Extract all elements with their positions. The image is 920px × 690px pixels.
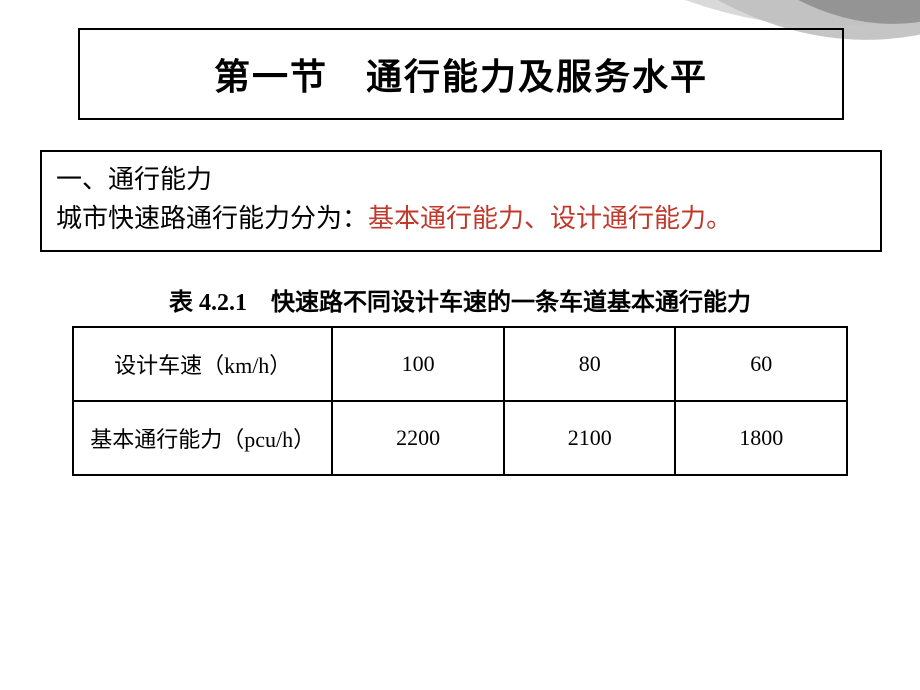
table-cell: 2100	[504, 401, 676, 475]
section-body: 城市快速路通行能力分为：基本通行能力、设计通行能力。	[56, 199, 866, 238]
table-caption: 表 4.2.1 快速路不同设计车速的一条车道基本通行能力	[0, 282, 920, 317]
body-suffix: 。	[706, 203, 732, 233]
table-cell: 100	[332, 327, 504, 401]
table-cell: 80	[504, 327, 676, 401]
capacity-table: 设计车速（km/h） 100 80 60 基本通行能力（pcu/h） 2200 …	[72, 326, 848, 476]
row-header: 基本通行能力（pcu/h）	[73, 401, 332, 475]
body-highlight-2: 设计通行能力	[550, 203, 706, 233]
body-highlight-1: 基本通行能力	[368, 203, 524, 233]
body-sep: 、	[524, 203, 550, 233]
slide-title: 第一节 通行能力及服务水平	[214, 48, 708, 100]
table-row: 设计车速（km/h） 100 80 60	[73, 327, 847, 401]
table-cell: 2200	[332, 401, 504, 475]
table-row: 基本通行能力（pcu/h） 2200 2100 1800	[73, 401, 847, 475]
table-cell: 1800	[675, 401, 847, 475]
deco-arc-1	[660, 0, 920, 26]
section-heading: 一、通行能力	[56, 160, 866, 199]
row-header: 设计车速（km/h）	[73, 327, 332, 401]
body-prefix: 城市快速路通行能力分为：	[56, 203, 368, 233]
deco-arc-3	[780, 0, 920, 24]
table-cell: 60	[675, 327, 847, 401]
slide-title-frame: 第一节 通行能力及服务水平	[78, 28, 844, 120]
section-frame: 一、通行能力 城市快速路通行能力分为：基本通行能力、设计通行能力。	[40, 150, 882, 252]
